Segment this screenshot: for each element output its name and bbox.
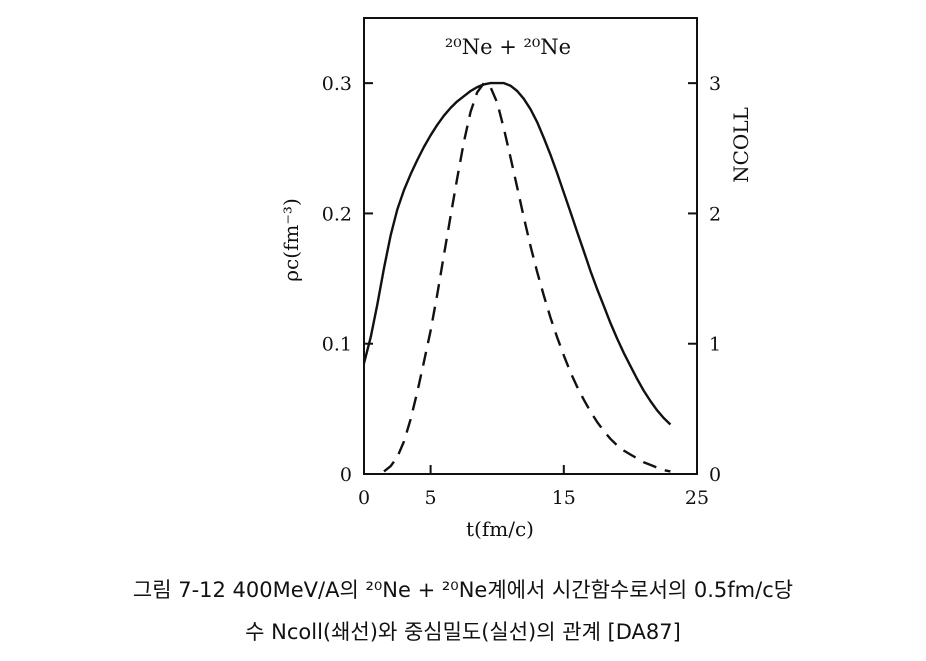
y-left-tick-label-0: 0 [340, 464, 352, 486]
y-axis-title-left: ρc(fm⁻³) [279, 198, 303, 282]
figure-caption-line-1: 그림 7-12 400MeV/A의 ²⁰Ne + ²⁰Ne계에서 시간함수로서의… [132, 578, 794, 602]
y-right-tick-label-0: 0 [709, 464, 721, 486]
y-left-tick-label-1: 0.1 [322, 334, 352, 356]
plot-frame [363, 17, 698, 475]
series-line-density-solid [362, 81, 672, 426]
x-axis-title: t(fm/c) [466, 517, 534, 541]
x-tick-label-2: 15 [552, 487, 576, 509]
y-right-tick-label-1: 1 [709, 334, 721, 356]
y-left-tick-label-2: 0.2 [322, 203, 352, 225]
annotation-label: ²⁰Ne + ²⁰Ne [445, 35, 571, 59]
figure-caption-line-2: 수 Ncoll(쇄선)와 중심밀도(실선)의 관계 [DA87] [245, 620, 681, 644]
x-tick-label-0: 0 [358, 487, 370, 509]
y-right-tick-label-2: 2 [709, 203, 721, 225]
y-left-tick-label-3: 0.3 [322, 73, 352, 95]
y-right-tick-label-3: 3 [709, 73, 721, 95]
x-tick-label-1: 5 [425, 487, 437, 509]
series-layer [362, 81, 672, 473]
x-tick-label-3: 25 [685, 487, 709, 509]
series-line-ncoll-dashed [383, 81, 671, 473]
y-axis-title-right: NCOLL [729, 107, 753, 183]
